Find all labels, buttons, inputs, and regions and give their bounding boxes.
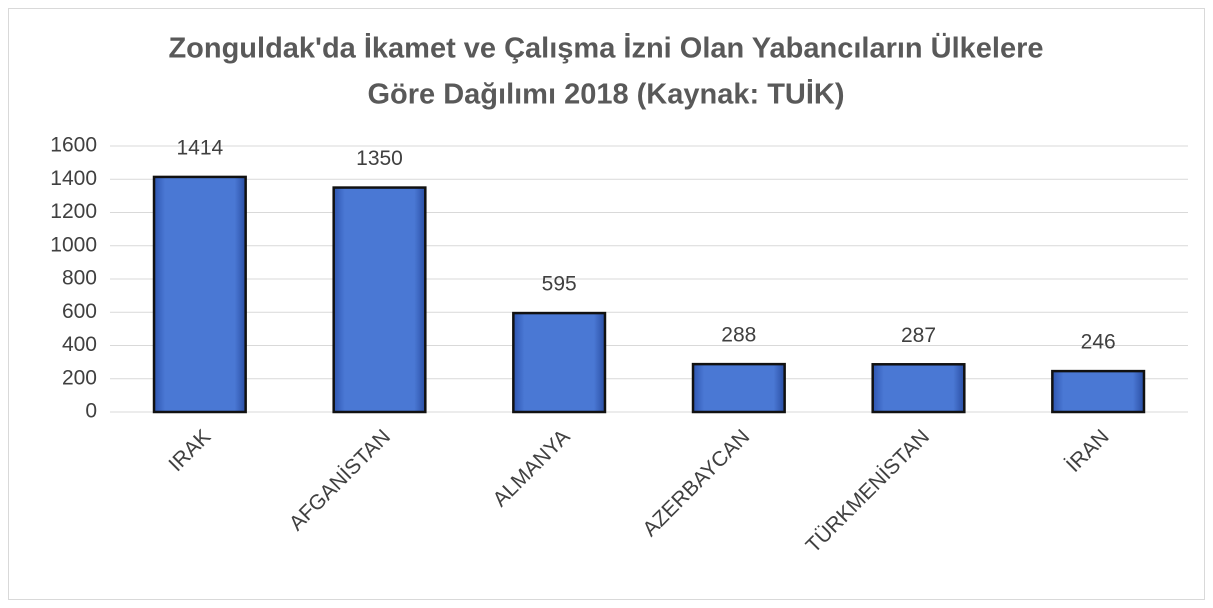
y-tick-label: 600 (62, 300, 97, 323)
chart-title: Zonguldak'da İkamet ve Çalışma İzni Olan… (168, 32, 1043, 65)
data-label: 288 (721, 324, 756, 347)
data-label: 1414 (176, 136, 223, 159)
y-tick-label: 800 (62, 267, 97, 290)
y-tick-label: 1200 (50, 200, 97, 223)
y-tick-label: 1000 (50, 233, 97, 256)
bar (152, 175, 247, 414)
y-tick-label: 1400 (50, 167, 97, 190)
data-label: 595 (542, 273, 577, 296)
data-label: 287 (901, 324, 936, 347)
bar (871, 363, 966, 414)
bar (691, 362, 786, 414)
bar (1051, 369, 1146, 414)
chart-title: Göre Dağılımı 2018 (Kaynak: TUİK) (367, 79, 844, 111)
bar (332, 186, 427, 414)
bar (512, 311, 607, 414)
y-tick-label: 400 (62, 333, 97, 356)
y-tick-label: 200 (62, 366, 97, 389)
data-label: 1350 (356, 147, 403, 170)
data-label: 246 (1081, 331, 1116, 354)
y-tick-label: 0 (85, 400, 97, 423)
y-tick-label: 1600 (50, 134, 97, 157)
